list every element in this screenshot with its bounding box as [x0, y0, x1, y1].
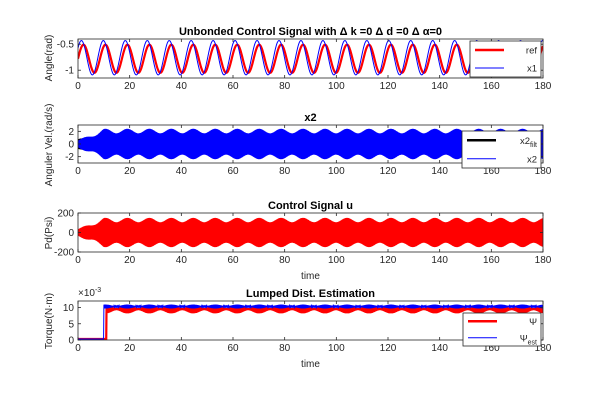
legend-label-subscript: filt — [530, 142, 537, 149]
y-tick-label: -200 — [54, 248, 74, 259]
series-line-1 — [78, 217, 543, 248]
x-tick-label: 120 — [380, 255, 397, 266]
legend-label-1: Ψ — [529, 317, 537, 328]
y-tick-label: 0 — [68, 336, 74, 347]
x-tick-label: 100 — [328, 255, 345, 266]
x-tick-label: 160 — [483, 343, 500, 354]
x-tick-label: 60 — [227, 81, 239, 92]
y-axis-label: Anguler Vel.(rad/s) — [44, 104, 55, 187]
x-tick-label: 120 — [380, 81, 397, 92]
x-tick-label: 40 — [176, 81, 188, 92]
x-tick-label: 80 — [279, 166, 291, 177]
x-tick-label: 20 — [124, 81, 136, 92]
chart-panel-3: 0 20 40 60 80 100 120 140 160 180-2000200Control … — [44, 200, 552, 282]
legend-label-subscript: est — [528, 339, 537, 346]
axes-box — [77, 300, 544, 341]
x-tick-label: 180 — [535, 81, 552, 92]
y-axis-label: Pd(Psi) — [44, 217, 55, 250]
x-tick-label: 20 — [124, 343, 136, 354]
x-tick-label: 20 — [124, 255, 136, 266]
legend: ref x1 — [469, 40, 542, 78]
legend-box — [461, 130, 542, 169]
y-exponent-power: -3 — [95, 287, 101, 294]
x-tick-label: 40 — [176, 166, 188, 177]
y-tick-label: -1 — [65, 66, 74, 77]
x-tick-label: 40 — [176, 255, 188, 266]
plot-area — [78, 40, 543, 76]
x-axis-label: time — [301, 359, 320, 370]
x-tick-label: 160 — [483, 166, 500, 177]
x-tick-label: 140 — [431, 81, 448, 92]
chart-panel-4: 0 20 40 60 80 100 120 140 160 180 0 5 10 Lumped Dist.… — [44, 287, 552, 370]
y-tick-label: 0 — [68, 140, 74, 151]
plot-area — [78, 217, 543, 248]
x-tick-label: 60 — [227, 343, 239, 354]
x-tick-label: 0 — [75, 255, 81, 266]
x-tick-label: 140 — [431, 255, 448, 266]
chart-title: Lumped Dist. Estimation — [246, 288, 375, 300]
plot-area — [78, 303, 543, 340]
x-axis-label: time — [301, 271, 320, 282]
series-line-2 — [78, 303, 543, 340]
x-tick-label: 140 — [431, 166, 448, 177]
x-tick-label: 40 — [176, 343, 188, 354]
x-tick-label: 160 — [483, 255, 500, 266]
x-tick-label: 100 — [328, 343, 345, 354]
x-tick-label: 60 — [227, 166, 239, 177]
y-axis-label: Torque(N·m) — [44, 293, 55, 349]
y-tick-label: 2 — [68, 127, 74, 138]
x-tick-label: 100 — [328, 166, 345, 177]
x-tick-label: 120 — [380, 166, 397, 177]
chart-title: Unbonded Control Signal with Δ k =0 Δ d … — [179, 26, 442, 38]
x-tick-label: 0 — [75, 343, 81, 354]
x-tick-label: 80 — [279, 255, 291, 266]
x-tick-label: 180 — [535, 166, 552, 177]
x-tick-label: 120 — [380, 343, 397, 354]
x-tick-label: 160 — [483, 81, 500, 92]
chart-title: Control Signal u — [268, 200, 353, 212]
y-axis-label: Angle(rad) — [44, 35, 55, 82]
legend-label-1: ref — [526, 46, 537, 57]
legend-box — [469, 40, 542, 78]
legend-label-2: x2 — [527, 154, 537, 165]
legend-label-2: x1 — [527, 64, 537, 75]
y-exponent-label: ×10-3 — [78, 287, 101, 299]
x-tick-label: 140 — [431, 343, 448, 354]
series-line-1 — [78, 43, 543, 74]
x-tick-label: 0 — [75, 166, 81, 177]
x-tick-label: 180 — [535, 255, 552, 266]
chart-panel-2: 0 20 40 60 80 100 120 140 160 180 -20 2 x2 Anguler Ve… — [44, 104, 552, 187]
y-tick-label: 5 — [68, 319, 74, 330]
chart-panel-1: 0 20 40 60 80 100 120 140 160 180 -1 -0.5 Unbonded C… — [44, 26, 552, 92]
y-tick-label: 10 — [63, 303, 75, 314]
y-tick-label: -2 — [65, 152, 74, 163]
x-tick-label: 100 — [328, 81, 345, 92]
legend-box — [462, 312, 542, 347]
x-tick-label: 0 — [75, 81, 81, 92]
series-line-2 — [78, 40, 543, 76]
y-tick-label: 200 — [57, 209, 74, 220]
x-tick-label: 180 — [535, 343, 552, 354]
x-tick-label: 60 — [227, 255, 239, 266]
series-line-1 — [78, 304, 543, 340]
axes-box — [77, 38, 544, 79]
x-tick-label: 80 — [279, 81, 291, 92]
y-tick-label: 0 — [68, 228, 74, 239]
x-tick-label: 20 — [124, 166, 136, 177]
chart-title: x2 — [304, 112, 316, 124]
y-tick-label: -0.5 — [57, 40, 75, 51]
x-tick-label: 80 — [279, 343, 291, 354]
